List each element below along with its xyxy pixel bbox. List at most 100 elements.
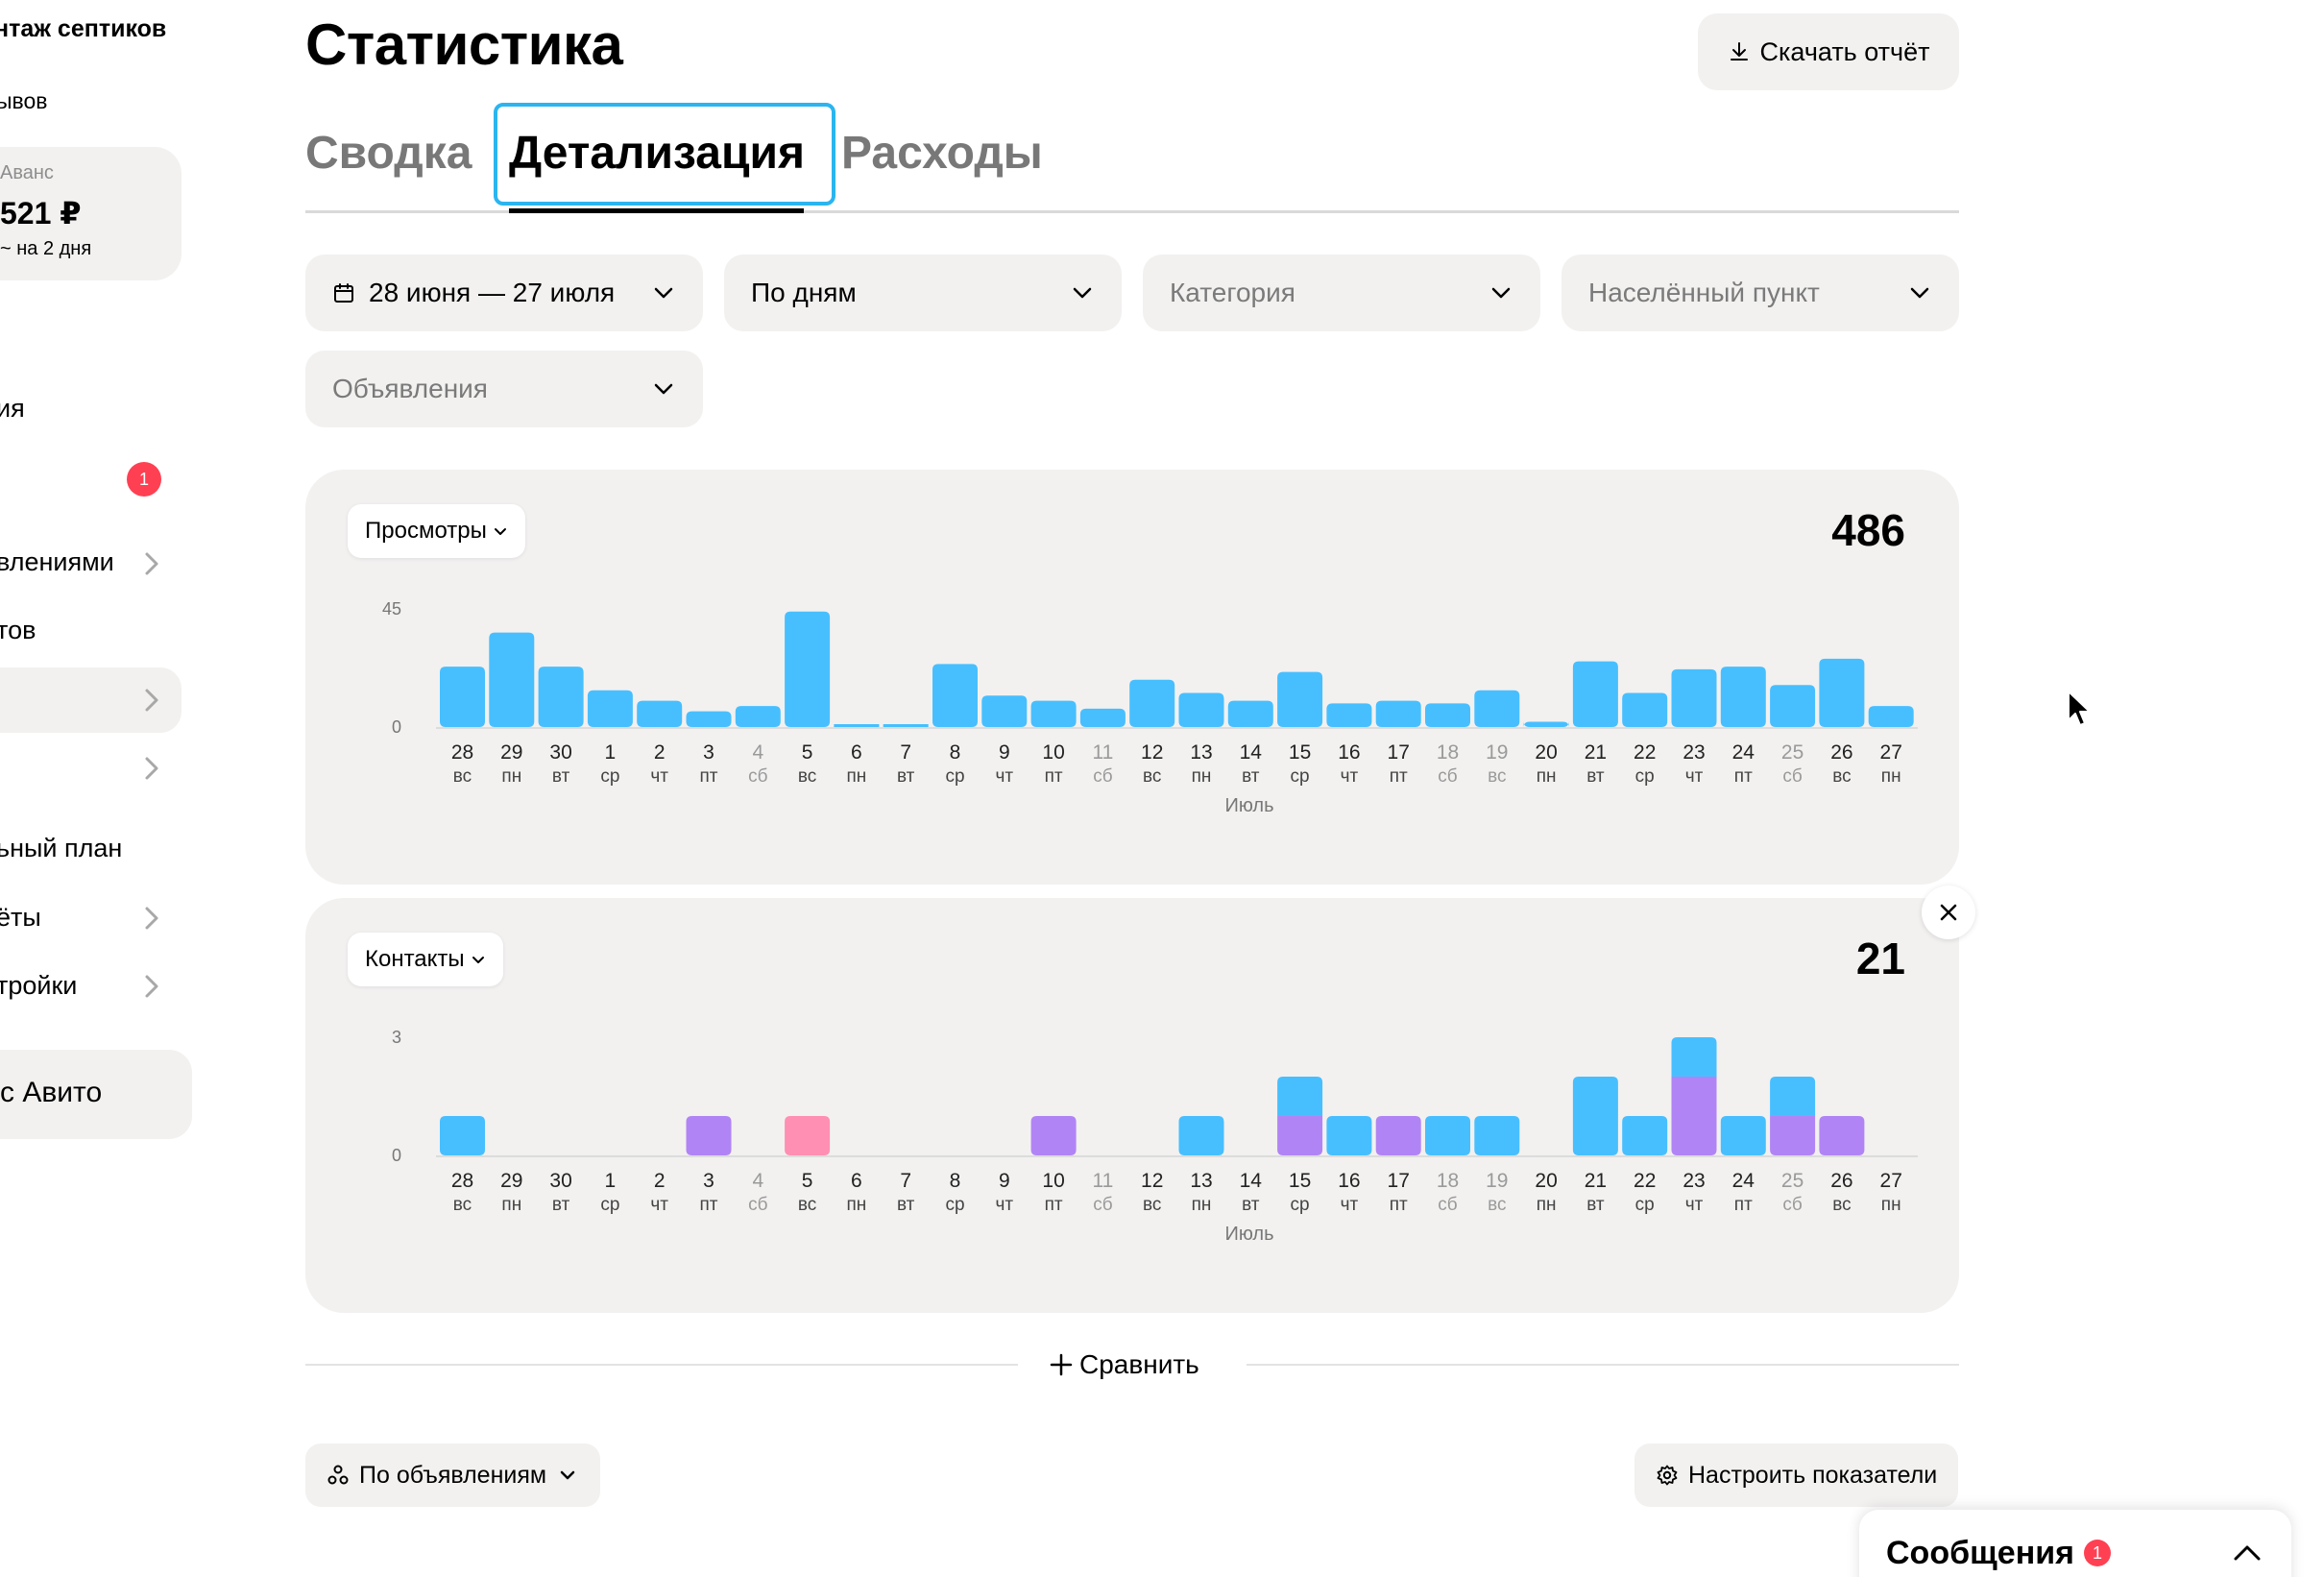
x-tick-day: 17: [1388, 1170, 1410, 1192]
metric-select-contacts[interactable]: Контакты: [348, 933, 503, 986]
bar-22[interactable]: [1622, 1116, 1668, 1155]
bar-24[interactable]: [1720, 1116, 1766, 1155]
compare-button[interactable]: Сравнить: [1035, 1343, 1213, 1387]
download-report-button[interactable]: Скачать отчёт: [1698, 13, 1959, 90]
bar-29[interactable]: [489, 632, 535, 727]
ads-select[interactable]: Объявления: [305, 351, 703, 427]
bar-28[interactable]: [440, 667, 485, 727]
city-select[interactable]: Населённый пункт: [1561, 255, 1959, 331]
x-tick-day: 10: [1042, 1170, 1064, 1192]
sidebar-item-active[interactable]: [0, 667, 182, 733]
x-tick-weekday: сб: [1782, 1195, 1803, 1215]
bar-10[interactable]: [1030, 700, 1077, 727]
bar-8[interactable]: [932, 664, 978, 727]
bar-19[interactable]: [1474, 1116, 1520, 1155]
x-tick-day: 5: [802, 741, 813, 764]
x-tick-day: 8: [950, 741, 961, 764]
x-tick-day: 23: [1682, 1170, 1705, 1192]
bar-5[interactable]: [785, 611, 831, 727]
bar-30[interactable]: [538, 667, 584, 727]
x-tick-day: 15: [1289, 1170, 1311, 1192]
bar-23[interactable]: [1671, 1077, 1717, 1155]
tab-expenses[interactable]: Расходы: [841, 128, 1043, 179]
bar-17[interactable]: [1375, 1116, 1421, 1155]
bar-24[interactable]: [1720, 667, 1766, 727]
configure-metrics-button[interactable]: Настроить показатели: [1634, 1444, 1959, 1507]
bar-21[interactable]: [1572, 661, 1618, 727]
sidebar-item-tariff[interactable]: ьный план: [0, 834, 123, 862]
bar-18[interactable]: [1425, 1116, 1470, 1155]
views-chart-card: 45 0 28 вс 29 пн 30 вт 1 ср 2 чт 3 пт 4 сб 5 вс 6 пн 7 вт 8 ср 9…: [305, 470, 1959, 885]
business-with-avito-link[interactable]: с Авито: [0, 1050, 192, 1139]
bar-9[interactable]: [981, 695, 1028, 727]
bar-16[interactable]: [1326, 703, 1372, 727]
sidebar-item-ads-management[interactable]: влениями: [0, 547, 114, 576]
sidebar-item-settings[interactable]: тройки: [0, 971, 78, 1000]
period-select[interactable]: 28 июня — 27 июля: [305, 255, 703, 331]
reviews-link[interactable]: ывов: [0, 88, 48, 113]
bar-15[interactable]: [1277, 671, 1323, 727]
bar-22[interactable]: [1622, 692, 1668, 727]
bar-16[interactable]: [1326, 1116, 1372, 1155]
x-tick-day: 22: [1634, 741, 1656, 764]
bar-2[interactable]: [637, 700, 683, 727]
bar-18[interactable]: [1425, 703, 1470, 727]
bar-23[interactable]: [1671, 668, 1717, 727]
company-name[interactable]: нтаж септиков: [0, 15, 167, 42]
bar-3[interactable]: [686, 1116, 732, 1155]
chevron-up-icon[interactable]: [2230, 1536, 2264, 1570]
bar-15[interactable]: [1277, 1077, 1323, 1116]
chevron-down-icon: [1491, 287, 1511, 299]
bar-28[interactable]: [440, 1116, 485, 1155]
bar-25[interactable]: [1770, 1077, 1816, 1116]
sidebar-item-0[interactable]: ия: [0, 394, 25, 423]
group-by-ads-button[interactable]: По объявлениям: [305, 1444, 601, 1507]
bar-10[interactable]: [1030, 1116, 1077, 1155]
x-tick-day: 10: [1042, 741, 1064, 764]
tab-details[interactable]: Детализация: [509, 128, 805, 179]
bar-23[interactable]: [1671, 1037, 1717, 1077]
grouping-select[interactable]: По дням: [724, 255, 1122, 331]
bar-25[interactable]: [1770, 1116, 1816, 1155]
bar-21[interactable]: [1572, 1077, 1618, 1155]
x-tick-day: 12: [1141, 1170, 1163, 1192]
bar-5[interactable]: [785, 1116, 831, 1155]
bar-26[interactable]: [1819, 658, 1865, 727]
x-tick-day: 20: [1535, 741, 1557, 764]
bar-15[interactable]: [1277, 1116, 1323, 1155]
bar-4[interactable]: [735, 706, 781, 727]
messages-widget[interactable]: Сообщения 1: [1859, 1510, 2291, 1577]
bar-11[interactable]: [1079, 708, 1126, 727]
x-tick-day: 28: [451, 741, 473, 764]
bar-12[interactable]: [1129, 679, 1175, 727]
x-tick-weekday: ср: [1635, 766, 1655, 787]
remove-chart-button[interactable]: [1922, 886, 1975, 939]
bar-27[interactable]: [1868, 706, 1914, 727]
tab-summary[interactable]: Сводка: [305, 128, 472, 179]
x-tick-day: 14: [1240, 741, 1263, 764]
sidebar-item-reports[interactable]: ёты: [0, 903, 41, 932]
x-tick-weekday: вс: [1488, 1195, 1506, 1215]
bar-13[interactable]: [1178, 692, 1224, 727]
ads-placeholder: Объявления: [332, 374, 488, 403]
x-tick-day: 6: [851, 741, 862, 764]
bar-26[interactable]: [1819, 1116, 1865, 1155]
bar-19[interactable]: [1474, 690, 1520, 727]
x-tick-day: 6: [851, 1170, 862, 1192]
sidebar-item-3[interactable]: тов: [0, 616, 36, 644]
chevron-right-icon[interactable]: [142, 754, 161, 783]
bar-17[interactable]: [1375, 700, 1421, 727]
category-select[interactable]: Категория: [1143, 255, 1540, 331]
bar-1[interactable]: [587, 690, 633, 727]
metric-select-views[interactable]: Просмотры: [348, 504, 525, 558]
x-tick-weekday: чт: [1685, 766, 1704, 787]
x-tick-weekday: пт: [1734, 766, 1753, 787]
bar-7[interactable]: [883, 724, 929, 727]
bar-3[interactable]: [686, 711, 732, 727]
bar-6[interactable]: [834, 724, 880, 727]
balance-card[interactable]: Аванс 521 ₽ ~ на 2 дня: [0, 147, 182, 280]
bar-13[interactable]: [1178, 1116, 1224, 1155]
bar-20[interactable]: [1523, 721, 1569, 728]
bar-25[interactable]: [1770, 685, 1816, 727]
bar-14[interactable]: [1227, 700, 1273, 727]
